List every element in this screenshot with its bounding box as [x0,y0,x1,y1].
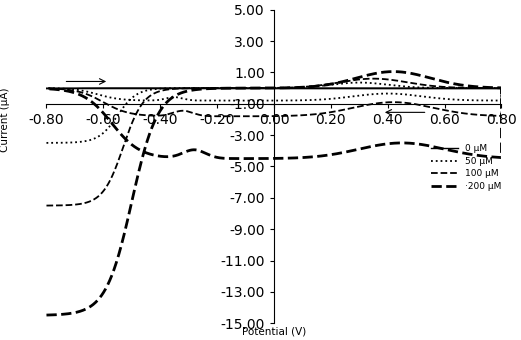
Legend: 0 μM, 50 μM, 100 μM, ·200 μM: 0 μM, 50 μM, 100 μM, ·200 μM [426,140,506,195]
Y-axis label: Current (μA): Current (μA) [0,87,10,152]
X-axis label: Potential (V): Potential (V) [242,326,306,336]
